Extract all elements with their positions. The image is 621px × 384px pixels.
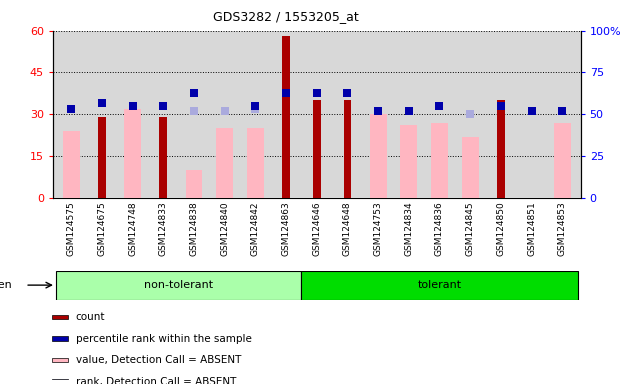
Bar bbox=[52, 379, 68, 384]
Text: GSM124840: GSM124840 bbox=[220, 202, 229, 256]
Text: GSM124646: GSM124646 bbox=[312, 202, 321, 256]
FancyBboxPatch shape bbox=[56, 271, 301, 300]
Bar bbox=[554, 122, 571, 198]
Bar bbox=[52, 358, 68, 362]
FancyBboxPatch shape bbox=[301, 271, 578, 300]
Text: GSM124863: GSM124863 bbox=[281, 202, 291, 256]
Text: GSM124851: GSM124851 bbox=[527, 202, 536, 256]
Text: GSM124836: GSM124836 bbox=[435, 202, 444, 256]
Bar bbox=[401, 125, 417, 198]
Text: count: count bbox=[76, 312, 105, 322]
Bar bbox=[160, 117, 167, 198]
Text: percentile rank within the sample: percentile rank within the sample bbox=[76, 334, 252, 344]
Text: GSM124838: GSM124838 bbox=[189, 202, 199, 256]
Bar bbox=[497, 100, 505, 198]
Text: GSM124575: GSM124575 bbox=[66, 202, 76, 256]
Bar bbox=[63, 131, 79, 198]
Bar bbox=[124, 109, 141, 198]
Bar bbox=[369, 114, 386, 198]
Bar bbox=[343, 100, 351, 198]
Text: GSM124842: GSM124842 bbox=[251, 202, 260, 256]
Bar bbox=[247, 128, 264, 198]
Text: GSM124850: GSM124850 bbox=[496, 202, 505, 256]
Bar bbox=[216, 128, 233, 198]
Text: GSM124853: GSM124853 bbox=[558, 202, 567, 256]
Bar bbox=[282, 36, 290, 198]
Text: GSM124648: GSM124648 bbox=[343, 202, 352, 256]
Text: GSM124845: GSM124845 bbox=[466, 202, 474, 256]
Text: GSM124834: GSM124834 bbox=[404, 202, 414, 256]
Bar bbox=[431, 122, 448, 198]
Text: tolerant: tolerant bbox=[417, 280, 461, 290]
Bar bbox=[52, 336, 68, 341]
Bar bbox=[462, 136, 479, 198]
Text: GSM124748: GSM124748 bbox=[128, 202, 137, 256]
Bar bbox=[98, 117, 106, 198]
Text: specimen: specimen bbox=[0, 280, 12, 290]
Text: GSM124833: GSM124833 bbox=[159, 202, 168, 256]
Text: value, Detection Call = ABSENT: value, Detection Call = ABSENT bbox=[76, 355, 241, 365]
Bar bbox=[186, 170, 202, 198]
Text: rank, Detection Call = ABSENT: rank, Detection Call = ABSENT bbox=[76, 377, 236, 384]
Text: GSM124753: GSM124753 bbox=[374, 202, 383, 256]
Text: GDS3282 / 1553205_at: GDS3282 / 1553205_at bbox=[213, 10, 358, 23]
Text: non-tolerant: non-tolerant bbox=[144, 280, 213, 290]
Bar bbox=[313, 100, 320, 198]
Bar bbox=[52, 315, 68, 319]
Text: GSM124675: GSM124675 bbox=[97, 202, 106, 256]
